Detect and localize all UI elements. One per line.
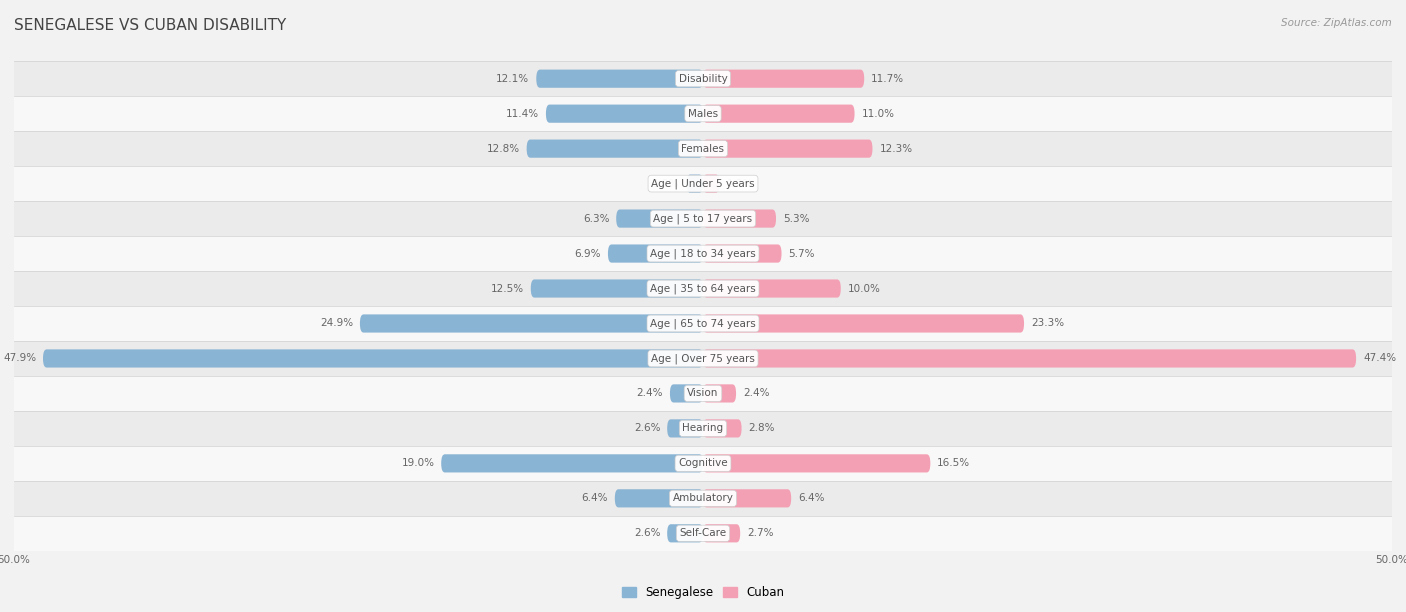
Text: 16.5%: 16.5% — [938, 458, 970, 468]
Bar — [14, 481, 1392, 516]
Text: Vision: Vision — [688, 389, 718, 398]
Text: 12.1%: 12.1% — [496, 73, 530, 84]
Text: Self-Care: Self-Care — [679, 528, 727, 539]
FancyBboxPatch shape — [686, 174, 703, 193]
Text: 5.3%: 5.3% — [783, 214, 810, 223]
Bar — [14, 376, 1392, 411]
Text: 1.2%: 1.2% — [727, 179, 754, 188]
Text: 12.5%: 12.5% — [491, 283, 524, 294]
FancyBboxPatch shape — [536, 70, 703, 88]
FancyBboxPatch shape — [668, 524, 703, 542]
FancyBboxPatch shape — [703, 419, 741, 438]
FancyBboxPatch shape — [703, 244, 782, 263]
Bar — [14, 96, 1392, 131]
Text: SENEGALESE VS CUBAN DISABILITY: SENEGALESE VS CUBAN DISABILITY — [14, 18, 287, 34]
Bar — [14, 61, 1392, 96]
FancyBboxPatch shape — [703, 70, 865, 88]
Text: 2.6%: 2.6% — [634, 528, 661, 539]
Text: 1.2%: 1.2% — [652, 179, 679, 188]
Text: Females: Females — [682, 144, 724, 154]
Legend: Senegalese, Cuban: Senegalese, Cuban — [617, 581, 789, 603]
Text: 23.3%: 23.3% — [1031, 318, 1064, 329]
Text: 47.9%: 47.9% — [3, 354, 37, 364]
Text: Age | 18 to 34 years: Age | 18 to 34 years — [650, 248, 756, 259]
Text: 11.0%: 11.0% — [862, 109, 894, 119]
Text: 2.6%: 2.6% — [634, 424, 661, 433]
FancyBboxPatch shape — [703, 315, 1024, 332]
Bar — [14, 236, 1392, 271]
FancyBboxPatch shape — [531, 280, 703, 297]
Text: 5.7%: 5.7% — [789, 248, 815, 258]
Text: 12.8%: 12.8% — [486, 144, 520, 154]
Text: 12.3%: 12.3% — [879, 144, 912, 154]
Bar — [14, 131, 1392, 166]
Text: 6.4%: 6.4% — [582, 493, 607, 503]
Text: 2.4%: 2.4% — [637, 389, 664, 398]
FancyBboxPatch shape — [607, 244, 703, 263]
Text: 11.4%: 11.4% — [506, 109, 538, 119]
FancyBboxPatch shape — [360, 315, 703, 332]
Bar — [14, 201, 1392, 236]
Bar — [14, 341, 1392, 376]
FancyBboxPatch shape — [703, 454, 931, 472]
Text: 6.3%: 6.3% — [583, 214, 609, 223]
FancyBboxPatch shape — [703, 280, 841, 297]
Text: 6.9%: 6.9% — [575, 248, 600, 258]
Text: Males: Males — [688, 109, 718, 119]
Text: 2.8%: 2.8% — [748, 424, 775, 433]
Text: Source: ZipAtlas.com: Source: ZipAtlas.com — [1281, 18, 1392, 28]
Text: Hearing: Hearing — [682, 424, 724, 433]
FancyBboxPatch shape — [703, 489, 792, 507]
Bar — [14, 271, 1392, 306]
FancyBboxPatch shape — [703, 140, 873, 158]
FancyBboxPatch shape — [441, 454, 703, 472]
Text: Cognitive: Cognitive — [678, 458, 728, 468]
Text: Age | Over 75 years: Age | Over 75 years — [651, 353, 755, 364]
Text: 6.4%: 6.4% — [799, 493, 824, 503]
Text: 47.4%: 47.4% — [1362, 354, 1396, 364]
FancyBboxPatch shape — [44, 349, 703, 368]
FancyBboxPatch shape — [669, 384, 703, 403]
Text: 11.7%: 11.7% — [872, 73, 904, 84]
FancyBboxPatch shape — [616, 209, 703, 228]
Text: 10.0%: 10.0% — [848, 283, 880, 294]
FancyBboxPatch shape — [527, 140, 703, 158]
FancyBboxPatch shape — [703, 209, 776, 228]
Bar — [14, 306, 1392, 341]
Bar — [14, 446, 1392, 481]
Text: 2.7%: 2.7% — [747, 528, 773, 539]
FancyBboxPatch shape — [614, 489, 703, 507]
Text: Age | Under 5 years: Age | Under 5 years — [651, 178, 755, 189]
FancyBboxPatch shape — [546, 105, 703, 123]
Text: 2.4%: 2.4% — [742, 389, 769, 398]
FancyBboxPatch shape — [668, 419, 703, 438]
Text: Ambulatory: Ambulatory — [672, 493, 734, 503]
Text: 19.0%: 19.0% — [401, 458, 434, 468]
FancyBboxPatch shape — [703, 524, 740, 542]
FancyBboxPatch shape — [703, 105, 855, 123]
FancyBboxPatch shape — [703, 174, 720, 193]
Bar — [14, 516, 1392, 551]
Bar — [14, 166, 1392, 201]
Text: Disability: Disability — [679, 73, 727, 84]
Text: Age | 35 to 64 years: Age | 35 to 64 years — [650, 283, 756, 294]
Text: Age | 65 to 74 years: Age | 65 to 74 years — [650, 318, 756, 329]
Bar — [14, 411, 1392, 446]
FancyBboxPatch shape — [703, 384, 737, 403]
Text: 24.9%: 24.9% — [321, 318, 353, 329]
FancyBboxPatch shape — [703, 349, 1357, 368]
Text: Age | 5 to 17 years: Age | 5 to 17 years — [654, 214, 752, 224]
